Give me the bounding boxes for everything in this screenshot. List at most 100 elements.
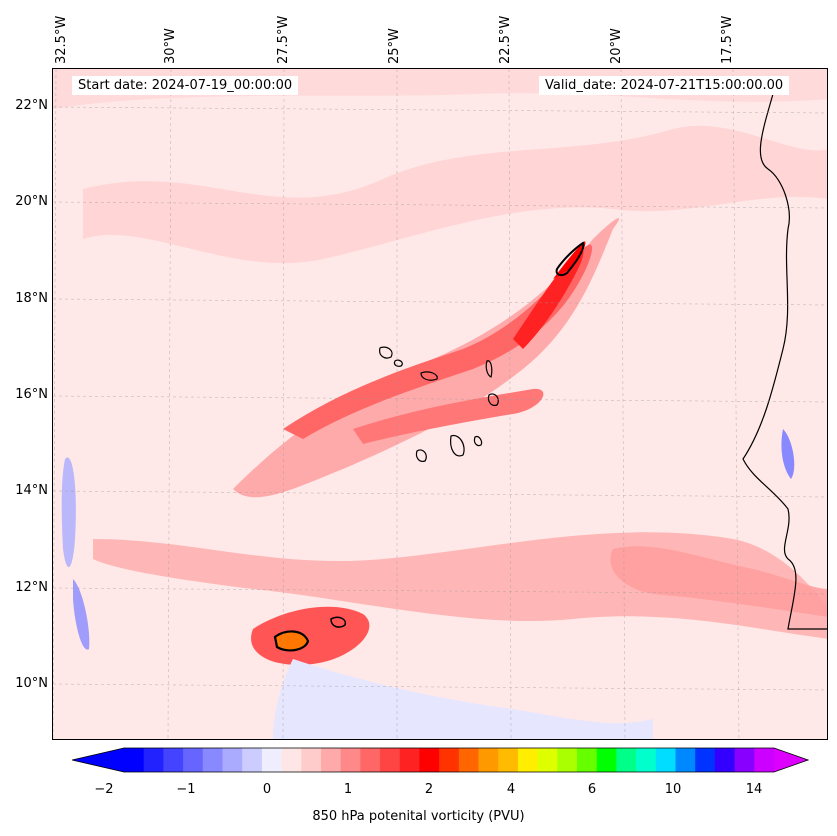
pv-band-light [83,125,827,263]
pv-negative-patch [273,659,653,739]
colorbar-segment [557,748,578,772]
colorbar-extend-high [774,748,808,772]
coastline-africa [742,93,827,630]
lat-label: 20°N [15,194,48,209]
island-cape-verde-sao-vicente [393,359,403,367]
colorbar-segment [616,748,637,772]
colorbar-tick-label: 1 [343,782,353,797]
colorbar-segment [261,748,283,772]
colorbar-segment [675,748,696,772]
colorbar-segment [714,748,736,772]
colorbar-extend-low [72,748,124,772]
colorbar-segment [399,748,420,772]
contour-max-outline [273,630,310,652]
lon-label: 17.5°W [720,15,735,64]
colorbar-segment [380,748,401,772]
colorbar-segment [754,748,775,772]
lon-label: 25°W [387,28,402,64]
colorbar-tick-label: 14 [745,782,763,797]
lat-label: 14°N [15,483,48,498]
colorbar-tick-label: 0 [262,782,272,797]
colorbar-segment [202,748,223,772]
colorbar-segment [163,748,184,772]
pv-negative-patch [61,457,76,568]
parallel-line [53,298,827,306]
colorbar-segment [577,748,598,772]
meridian-line [732,69,740,739]
colorbar-segment [340,748,361,772]
pv-band-strong [283,244,593,439]
meridian-line [282,69,285,739]
island-cape-verde-santo-antao [379,346,393,359]
valid-date-label: Valid_date: 2024-07-21T15:00:00.00 [539,76,790,95]
lon-label: 32.5°W [54,15,69,64]
meridian-line [53,69,57,739]
lat-label: 12°N [15,580,48,595]
island-cape-verde-santiago [450,434,465,457]
pv-band-max [553,241,586,279]
colorbar-segment [478,748,499,772]
meridian-line [167,69,172,739]
colorbar-segment [655,748,677,772]
island-cape-verde-maio [473,436,483,447]
lon-label: 22.5°W [498,15,513,64]
colorbar-tick-label: 2 [424,782,434,797]
coastlines [273,93,827,652]
colorbar-segment [636,748,657,772]
colorbar-segment [281,748,302,772]
map-plot-area [52,68,828,740]
lat-label: 18°N [15,291,48,306]
colorbar-segment [439,748,460,772]
colorbar-tick-label: −2 [94,782,114,797]
lat-label: 10°N [15,676,48,691]
colorbar-segment [143,748,164,772]
colorbar-segment [222,748,243,772]
parallel-line [53,683,827,691]
pv-negative-patch [781,429,795,479]
colorbar-tick-label: −1 [176,782,196,797]
colorbar [72,747,809,773]
start-date-label: Start date: 2024-07-19_00:00:00 [72,76,299,95]
colorbar-segment [498,748,519,772]
colorbar-label: 850 hPa potenital vorticity (PVU) [312,809,525,824]
colorbar-segment [360,748,381,772]
colorbar-segment [242,748,263,772]
colorbar-segment [695,748,716,772]
island-cape-verde-sal [485,360,493,378]
lon-label: 30°W [163,28,178,64]
colorbar-tick-label: 10 [664,782,682,797]
lat-label: 22°N [15,98,48,113]
graticule [53,69,827,739]
island-cape-verde-fogo [415,449,427,462]
lon-label: 20°W [609,28,624,64]
colorbar-segment [320,748,342,772]
colorbar-segment [301,748,322,772]
pv-blob [251,606,370,665]
colorbar-segment [537,748,558,772]
colorbar-tick-label: 4 [506,782,516,797]
parallel-line [53,106,827,114]
pv-negative-patch [73,579,90,650]
colorbar-segment [458,748,480,772]
pv-band-medium [610,546,827,617]
pv-contour-fill [53,69,827,739]
pv-field-map [53,69,827,739]
colorbar-outline [72,747,809,773]
lat-label: 16°N [15,387,48,402]
meridian-line [508,69,512,739]
colorbar-segment [517,748,539,772]
colorbar-segment [734,748,755,772]
colorbar-tick-label: 6 [587,782,597,797]
island-cape-verde-boa-vista [487,393,499,406]
pv-band-strong [353,388,544,444]
meridian-line [620,69,626,739]
colorbar-segment [419,748,440,772]
colorbar-segment [124,748,145,772]
island-cape-verde-sao-nicolau [420,371,438,381]
pv-band-medium [233,218,620,498]
lon-label: 27.5°W [276,15,291,64]
contour-max-outline [330,616,347,628]
colorbar-segment [183,748,204,772]
colorbar-segment [596,748,617,772]
contour-max-outline [555,241,585,277]
